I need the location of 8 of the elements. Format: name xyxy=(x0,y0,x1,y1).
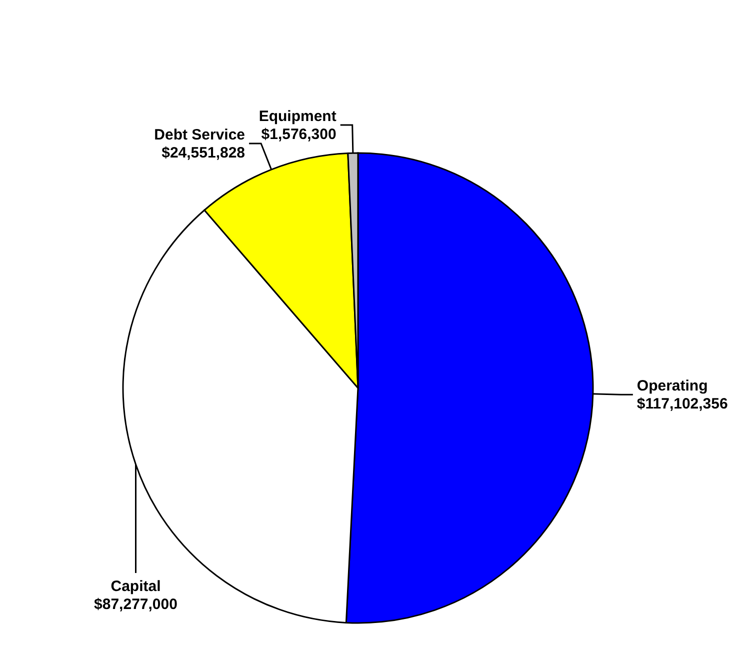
data-label: $1,576,300 xyxy=(261,126,336,144)
data-label: $117,102,356 xyxy=(636,396,728,413)
data-label: $24,551,828 xyxy=(162,144,246,162)
slice-label: Equipment xyxy=(258,108,336,126)
data-label: $87,277,000 xyxy=(94,596,178,613)
slice-label: Capital xyxy=(110,578,161,595)
slice-label: Operating xyxy=(636,378,708,395)
slice-label: Debt Service xyxy=(154,126,246,144)
